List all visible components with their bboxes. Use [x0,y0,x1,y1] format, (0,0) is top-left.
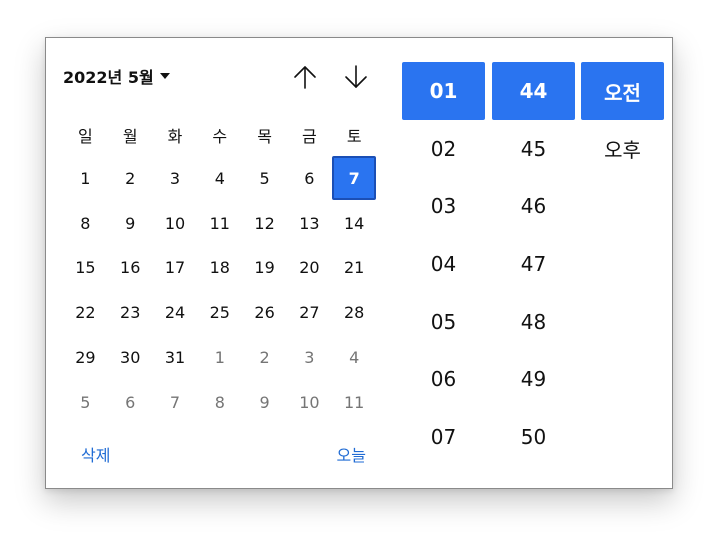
weekday-label: 월 [122,127,138,146]
weekday-label: 화 [167,127,183,146]
day-cell[interactable]: 1 [80,168,91,188]
day-cell[interactable]: 20 [299,258,320,278]
month-year-dropdown[interactable]: 2022년 5월 [63,62,170,90]
day-cell[interactable]: 30 [120,348,141,368]
day-cell[interactable]: 3 [304,348,315,368]
hour-option[interactable]: 05 [430,309,457,334]
calendar-week-row: 5 6 7 8 9 10 11 [63,380,378,425]
day-cell[interactable]: 23 [120,303,141,323]
day-cell[interactable]: 9 [259,392,270,412]
day-cell[interactable]: 14 [344,213,365,233]
hour-option[interactable]: 07 [430,424,457,449]
clear-button[interactable]: 삭제 [81,446,111,465]
day-cell[interactable]: 5 [80,392,91,412]
day-cell[interactable]: 2 [259,348,270,368]
minute-option[interactable]: 48 [520,309,547,334]
weekday-label: 금 [302,127,317,146]
hour-option[interactable]: 03 [430,194,457,219]
minute-option[interactable]: 50 [520,424,547,449]
hour-option-selected[interactable]: 01 [402,62,485,120]
day-cell[interactable]: 4 [349,348,360,368]
day-cell[interactable]: 4 [214,168,225,188]
minute-option[interactable]: 46 [520,194,547,219]
day-cell[interactable]: 18 [209,258,230,278]
day-cell[interactable]: 8 [80,213,91,233]
calendar-footer: 삭제 오늘 [81,442,366,465]
ampm-option[interactable]: 오후 [604,138,641,163]
minute-option[interactable]: 47 [520,251,547,276]
weekday-label: 수 [212,127,228,146]
day-cell[interactable]: 15 [75,258,96,278]
previous-month-button[interactable] [290,62,320,92]
calendar-weeks: 1 2 3 4 5 6 7 8 9 10 11 12 13 14 15 16 17 18 19 20 21 22 23 24 2… [63,156,378,425]
hour-option[interactable]: 02 [430,136,457,161]
calendar-week-row: 22 23 24 25 26 27 28 [63,290,378,335]
day-cell[interactable]: 3 [169,168,181,188]
ampm-option-selected[interactable]: 오전 [581,62,664,120]
day-cell[interactable]: 7 [169,392,181,412]
calendar-week-row: 29 30 31 1 2 3 4 [63,335,378,380]
weekday-label: 목 [257,127,272,146]
day-cell[interactable]: 10 [164,213,186,233]
day-cell[interactable]: 1 [214,348,225,368]
minute-option[interactable]: 49 [520,367,547,392]
selected-day-cell[interactable]: 7 [332,156,377,201]
day-cell[interactable]: 11 [344,392,365,412]
calendar-header: 2022년 5월 [63,62,383,90]
calendar-week-row: 8 9 10 11 12 13 14 [63,201,378,246]
day-cell[interactable]: 5 [259,168,270,188]
weekday-label: 일 [78,127,93,146]
day-cell[interactable]: 6 [125,392,136,412]
day-cell[interactable]: 31 [164,348,186,368]
minute-option-selected[interactable]: 44 [492,62,575,120]
day-cell[interactable]: 28 [344,303,365,323]
month-year-label: 2022년 5월 [63,68,154,87]
day-cell[interactable]: 11 [209,213,230,233]
weekday-label: 토 [346,127,362,146]
day-cell[interactable]: 26 [254,303,275,323]
day-cell[interactable]: 10 [299,392,320,412]
today-button[interactable]: 오늘 [336,446,366,465]
day-cell[interactable]: 25 [209,303,230,323]
day-cell[interactable]: 12 [254,213,275,233]
day-cell[interactable]: 19 [254,258,275,278]
day-cell[interactable]: 22 [75,303,96,323]
hour-column[interactable]: 01 02 03 04 05 06 07 [402,62,485,466]
minute-column[interactable]: 44 45 46 47 48 49 50 [492,62,575,466]
next-month-button[interactable] [341,62,371,92]
day-cell[interactable]: 24 [164,303,186,323]
arrow-up-icon [294,66,316,89]
day-cell[interactable]: 27 [299,303,320,323]
day-cell[interactable]: 21 [344,258,365,278]
minute-option[interactable]: 45 [520,136,547,161]
day-cell[interactable]: 9 [125,213,136,233]
day-cell[interactable]: 2 [125,168,136,188]
hour-option[interactable]: 04 [430,251,457,276]
arrow-down-icon [345,65,367,88]
hour-option[interactable]: 06 [430,367,457,392]
day-cell[interactable]: 16 [120,258,141,278]
day-cell[interactable]: 6 [304,168,315,188]
day-cell[interactable]: 8 [214,392,225,412]
caret-down-icon [159,73,170,79]
day-cell[interactable]: 13 [299,213,320,233]
day-cell[interactable]: 17 [164,258,186,278]
calendar-week-row: 15 16 17 18 19 20 21 [63,246,378,291]
day-cell[interactable]: 29 [75,348,96,368]
